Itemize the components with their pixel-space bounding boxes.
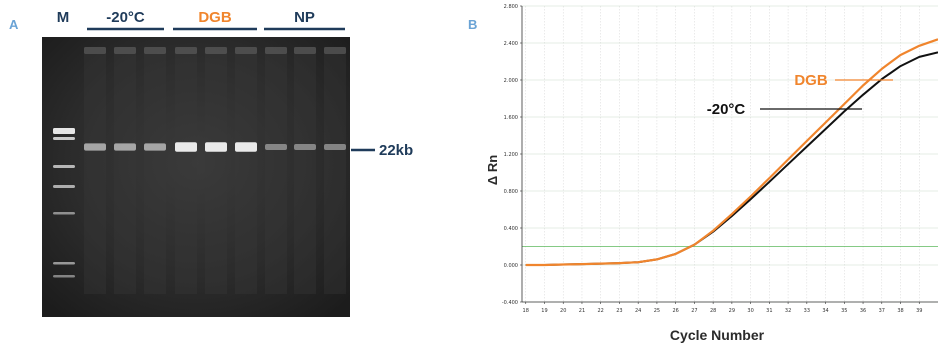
x-tick-label: 35 [841, 308, 847, 314]
y-tick-label: 0.400 [504, 226, 518, 232]
panel-b-letter: B [468, 17, 478, 32]
gel-band [324, 143, 346, 151]
x-tick-label: 20 [560, 308, 566, 314]
x-tick-label: 36 [860, 308, 866, 314]
y-axis-label: Δ Rn [485, 155, 500, 185]
gel-lane-smear [294, 54, 316, 294]
x-tick-label: 18 [523, 308, 529, 314]
gel-band [294, 143, 316, 151]
x-tick-label: 34 [822, 308, 828, 314]
y-tick-label: 2.000 [504, 78, 518, 84]
gel-band [235, 142, 257, 152]
gel-background [42, 37, 350, 317]
x-tick-label: 32 [785, 308, 791, 314]
gel-band [114, 143, 136, 151]
gel-lane-smear [114, 54, 136, 294]
ladder-band [53, 137, 75, 140]
x-tick-label: 25 [654, 308, 660, 314]
y-tick-label: 2.800 [504, 4, 518, 10]
gel-band [265, 143, 287, 151]
ladder-band [53, 212, 75, 215]
x-tick-label: 19 [541, 308, 547, 314]
gel-well [114, 47, 136, 54]
y-tick-label: 0.800 [504, 189, 518, 195]
y-tick-label: 0.000 [504, 263, 518, 269]
gel-lane-smear [324, 54, 346, 294]
x-tick-label: 28 [710, 308, 716, 314]
x-tick-label: 24 [635, 308, 641, 314]
x-tick-label: 30 [747, 308, 753, 314]
ladder-band [53, 262, 75, 265]
ladder-band [53, 275, 75, 278]
gel-well [175, 47, 197, 54]
gel-band [84, 143, 106, 151]
panel-a-letter: A [9, 17, 19, 32]
y-tick-label: 2.400 [504, 41, 518, 47]
gel-well [265, 47, 287, 54]
gel-well [84, 47, 106, 54]
ladder-band [53, 128, 75, 134]
gel-well [144, 47, 166, 54]
x-tick-label: 21 [579, 308, 585, 314]
gel-well [205, 47, 227, 54]
x-tick-label: 37 [879, 308, 885, 314]
x-tick-label: 27 [691, 308, 697, 314]
lane-label-marker: M [57, 9, 70, 26]
band-size-label: 22kb [379, 142, 413, 159]
x-tick-label: 29 [729, 308, 735, 314]
gel-band [144, 143, 166, 151]
gel-lane-smear [205, 54, 227, 294]
y-tick-label: -0.400 [502, 300, 518, 306]
gel-image: M -20°C DGB NP 22kb [42, 9, 413, 317]
gel-band [205, 142, 227, 152]
gel-well [324, 47, 346, 54]
lane-group-label: NP [294, 9, 315, 26]
gel-well [294, 47, 316, 54]
x-tick-label: 38 [897, 308, 903, 314]
x-tick-label: 33 [804, 308, 810, 314]
x-tick-label: 31 [766, 308, 772, 314]
y-tick-label: 1.600 [504, 115, 518, 121]
lane-group-label: -20°C [106, 9, 145, 26]
lane-group-label: DGB [198, 9, 232, 26]
gel-lane-smear [175, 54, 197, 294]
ladder-band [53, 165, 75, 168]
ladder-band [53, 185, 75, 188]
x-tick-label: 26 [672, 308, 678, 314]
series-annotation-label: -20°C [707, 101, 746, 118]
gel-lane-smear [84, 54, 106, 294]
gel-band [175, 142, 197, 152]
x-tick-label: 22 [598, 308, 604, 314]
series-annotation-label: DGB [794, 72, 828, 89]
gel-lane-smear [235, 54, 257, 294]
y-tick-label: 1.200 [504, 152, 518, 158]
gel-lane-smear [265, 54, 287, 294]
x-tick-label: 39 [916, 308, 922, 314]
gel-lane-smear [144, 54, 166, 294]
x-tick-label: 23 [616, 308, 622, 314]
x-axis-label: Cycle Number [670, 327, 765, 343]
gel-well [235, 47, 257, 54]
